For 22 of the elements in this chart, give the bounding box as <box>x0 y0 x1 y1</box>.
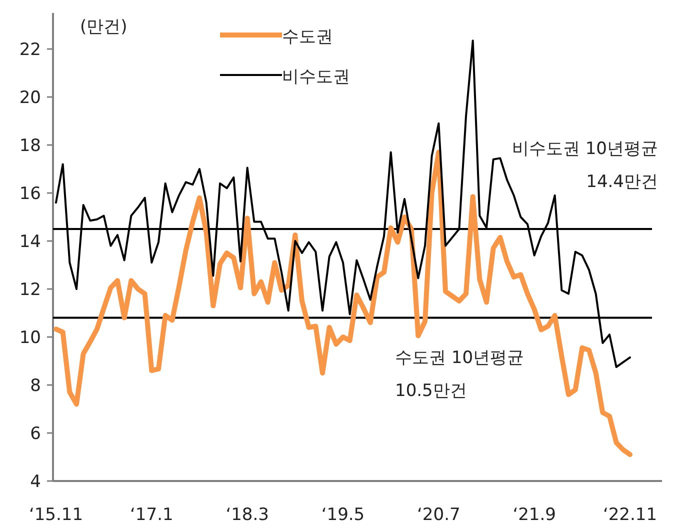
y-tick-label: 10 <box>19 328 41 348</box>
x-tick-label: ‘19.5 <box>321 505 365 525</box>
x-tick-label: ‘17.1 <box>130 505 174 525</box>
y-tick-label: 14 <box>19 232 41 252</box>
y-axis-title: (만건) <box>80 17 128 37</box>
x-tick-label: ‘21.9 <box>512 505 556 525</box>
x-tick-label: ‘20.7 <box>417 505 460 525</box>
legend-label: 비수도권 <box>282 67 350 87</box>
ref-line-label: 비수도권 10년평균 14.4만건 <box>512 139 658 192</box>
y-tick-label: 18 <box>19 136 41 156</box>
y-tick-label: 16 <box>19 184 41 204</box>
x-tick-label: ‘15.11 <box>28 505 84 525</box>
y-tick-label: 8 <box>30 376 41 396</box>
ref-line-label: 수도권 10년평균 10.5만건 <box>395 348 524 401</box>
y-tick-label: 20 <box>19 88 41 108</box>
y-tick-label: 4 <box>30 472 41 492</box>
y-tick-label: 12 <box>19 280 41 300</box>
x-tick-label: ‘18.3 <box>226 505 269 525</box>
y-tick-label: 6 <box>30 424 41 444</box>
y-tick-label: 22 <box>19 40 41 60</box>
legend-label: 수도권 <box>282 27 333 47</box>
x-tick-label: ‘22.11 <box>602 505 658 525</box>
